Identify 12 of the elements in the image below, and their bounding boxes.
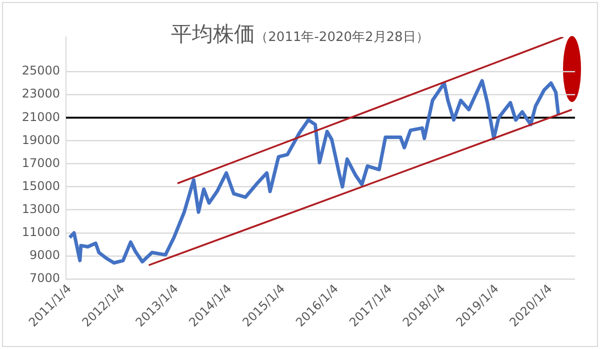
y-tick-label: 17000 (22, 156, 60, 170)
y-tick-label: 19000 (22, 132, 60, 147)
y-tick-label: 23000 (22, 86, 60, 101)
y-tick-label: 13000 (22, 202, 60, 216)
chart-subtitle: （2011年-2020年2月28日） (255, 30, 429, 45)
y-tick-label: 7000 (29, 271, 60, 286)
y-tick-label: 9000 (29, 248, 60, 262)
chart-title: 平均株価 (171, 22, 256, 46)
y-tick-label: 25000 (22, 64, 60, 78)
y-tick-label: 21000 (22, 110, 60, 124)
y-tick-label: 15000 (22, 178, 60, 193)
y-tick-label: 11000 (22, 225, 60, 240)
